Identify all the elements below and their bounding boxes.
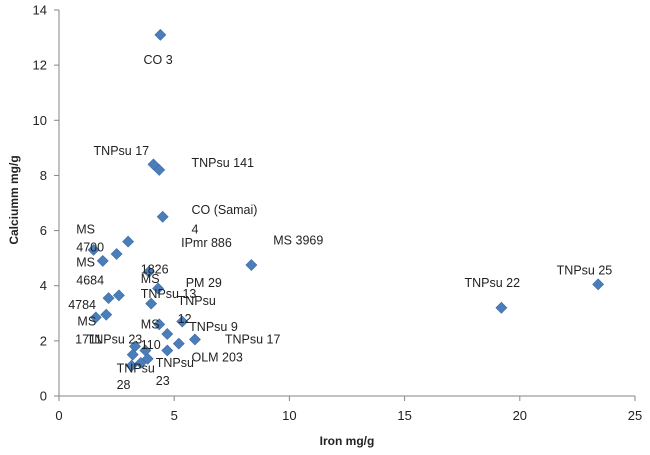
x-tick-label: 20 [513,408,527,423]
data-point [134,356,147,369]
data-label: TNPsu [178,294,216,308]
data-point [102,292,115,305]
data-label: MS [77,315,96,329]
data-label: IPmr 886 [181,236,232,250]
data-label: 4700 [76,240,104,254]
y-tick-label: 14 [33,3,47,18]
data-label: 4 [191,222,198,236]
data-label: 1826 [141,262,169,276]
data-point [176,315,189,328]
data-label: PM 29 [186,276,222,290]
x-tick-label: 10 [282,408,296,423]
y-tick-label: 2 [40,333,47,348]
y-tick-label: 6 [40,223,47,238]
data-point [152,282,164,295]
data-label: 110 [141,338,161,352]
data-point [142,266,155,278]
x-tick-label: 0 [55,408,62,423]
data-label: 28 [117,378,131,392]
data-label: CO (Samai) [191,203,257,217]
data-point [100,308,113,321]
data-point [189,333,201,346]
data-label: MS [141,317,160,331]
data-label: 4784 [68,298,96,312]
data-label: TNPsu 9 [189,320,238,334]
data-label: TNPsu 17 [94,144,150,158]
data-label: MS [76,255,95,269]
data-point [154,28,167,41]
data-label: TNPsu 23 [87,333,143,347]
data-point [96,254,109,267]
data-label: TNPsu 17 [225,333,281,347]
data-point [153,163,166,176]
data-label: TNPsu [117,362,155,376]
data-point [145,297,158,310]
data-point [495,301,508,314]
data-label: TNPsu 13 [141,287,197,301]
data-point [125,359,138,372]
data-label: 12 [178,312,192,326]
x-tick-label: 5 [171,408,178,423]
data-point [110,248,123,260]
data-label: TNPsu 141 [191,156,254,170]
data-point [112,289,125,302]
data-point [122,235,135,248]
data-label: TNPsu 22 [465,276,521,290]
plot-area: 0 2 4 6 8 10 12 14 0 5 10 15 20 25 CO 3 TNPsu 17 TNPsu 1… [33,3,643,424]
data-label: TNPsu [156,356,194,370]
data-point [161,328,174,340]
data-point [153,318,166,331]
data-label: OLM 203 [191,351,242,365]
data-label: 23 [156,374,170,388]
data-label: TNPsu 25 [557,264,613,278]
data-point [172,337,185,350]
y-tick-label: 12 [33,58,47,73]
data-point [156,210,169,223]
data-point [245,259,258,271]
data-point [592,278,605,291]
y-tick-label: 0 [40,389,47,404]
data-label: 4684 [76,273,104,287]
x-axis-title: Iron mg/g [320,434,375,448]
data-point [161,344,174,357]
data-point [126,348,139,361]
data-label: MS [76,222,95,236]
y-tick-label: 4 [40,278,47,293]
x-tick-label: 25 [628,408,642,423]
data-label: 1711 [75,333,102,347]
data-label: MS 3969 [273,233,323,247]
data-label: MS [141,272,160,286]
data-label: CO 3 [143,53,172,67]
y-tick-label: 10 [33,113,47,128]
x-tick-label: 15 [397,408,411,423]
y-tick-label: 8 [40,168,47,183]
data-point [89,311,102,324]
data-point [87,243,100,256]
y-axis-title: Calciumm mg/g [7,155,21,244]
